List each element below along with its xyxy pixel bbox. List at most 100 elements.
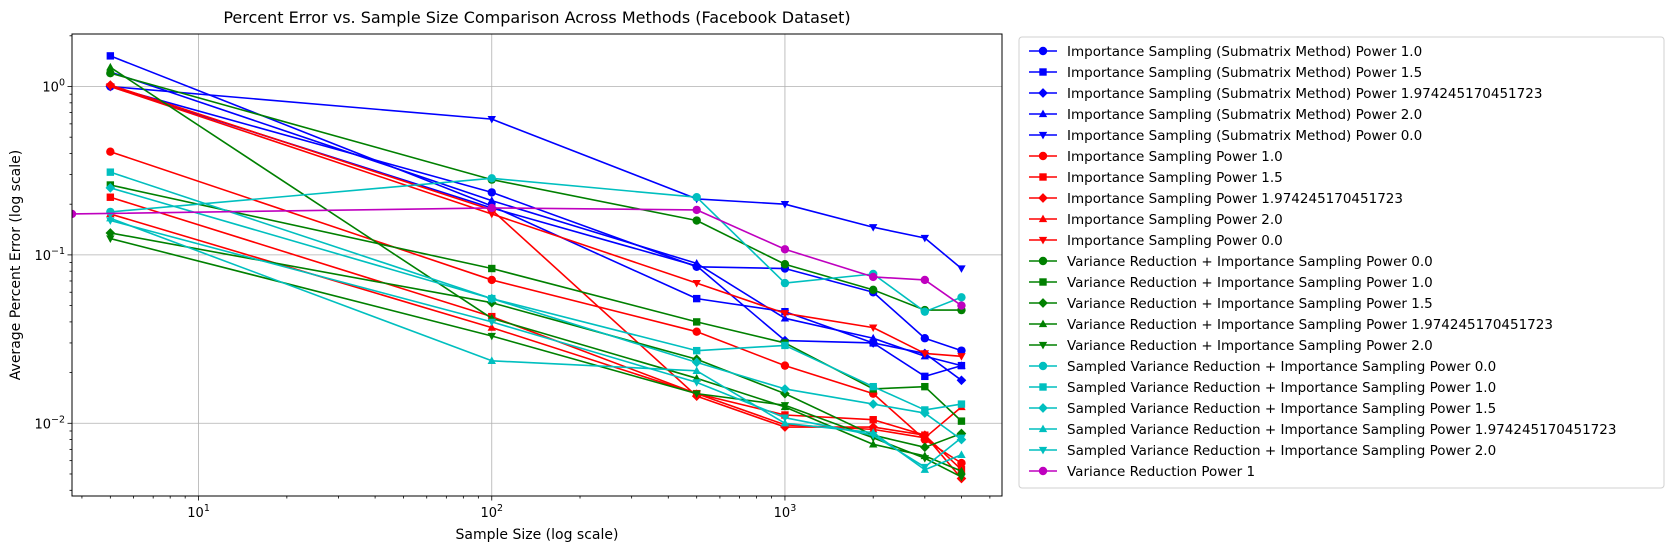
legend-entry: Sampled Variance Reduction + Importance … [1029,401,1496,417]
legend-entry: Importance Sampling Power 2.0 [1029,212,1283,228]
data-point [920,234,930,243]
data-point [487,174,496,183]
data-point [780,260,790,269]
legend-entry: Importance Sampling Power 1.5 [1029,170,1283,186]
legend-marker [1039,173,1047,181]
series-19 [106,213,966,473]
data-point [780,313,790,322]
data-point [106,52,115,60]
legend-marker [1038,403,1048,413]
data-point [106,68,115,78]
legend-label: Importance Sampling Power 1.0 [1067,149,1283,165]
data-point [488,264,496,273]
data-point [920,334,930,343]
legend-label: Importance Sampling (Submatrix Method) P… [1067,128,1422,144]
data-point [487,318,496,327]
axis-ticks: 101 102 103 10−2 10−1 100 [34,35,991,521]
data-point [106,217,115,225]
data-point [692,390,701,399]
data-point [869,382,877,391]
data-point [957,400,966,408]
data-point [486,293,497,304]
data-point [692,379,701,387]
data-point [692,318,701,326]
legend-entry: Importance Sampling (Submatrix Method) P… [1029,65,1422,81]
legend-entry: Sampled Variance Reduction + Importance … [1029,380,1496,396]
data-point [692,193,701,202]
data-point [780,414,790,423]
data-point [106,147,115,156]
legend-marker [1039,278,1047,286]
data-point [920,307,930,316]
series-6 [106,147,966,468]
x-tick-label: 102 [480,503,503,521]
data-point [692,216,701,225]
data-point [868,224,878,232]
data-point [868,324,878,333]
data-point [957,417,966,425]
legend-label: Sampled Variance Reduction + Importance … [1067,401,1496,417]
data-point [957,458,966,468]
data-point [487,332,496,341]
legend-marker [1038,361,1048,371]
legend-label: Variance Reduction + Importance Sampling… [1067,254,1433,270]
data-point [106,235,115,243]
data-point [106,193,115,201]
y-tick-label: 100 [42,77,65,95]
legend-label: Sampled Variance Reduction + Importance … [1067,422,1616,438]
data-point [780,361,790,370]
data-point [868,333,878,342]
data-point [72,209,77,219]
series-20 [106,217,966,472]
data-point [921,382,929,391]
series-line [110,213,962,439]
legend-marker [1039,68,1047,76]
legend-entry: Importance Sampling (Submatrix Method) P… [1029,86,1542,102]
data-point [105,183,116,193]
legend-entry: Importance Sampling Power 0.0 [1029,233,1283,249]
x-tick-label: 101 [187,503,210,521]
data-point [868,285,878,295]
legend-entry: Variance Reduction + Importance Sampling… [1029,275,1433,291]
legend-marker [1038,298,1048,308]
legend-marker [1039,383,1047,391]
data-point [920,275,930,285]
series-18 [105,183,967,445]
legend-marker [1038,466,1048,476]
data-point [780,384,790,394]
legend-entry: Variance Reduction + Importance Sampling… [1029,254,1433,270]
data-point [106,168,115,176]
legend-entry: Importance Sampling Power 1.974245170451… [1029,191,1403,207]
data-point [780,278,790,288]
legend-marker [1038,88,1048,98]
legend-label: Variance Reduction + Importance Sampling… [1067,338,1433,354]
legend: Importance Sampling (Submatrix Method) P… [1018,36,1665,489]
legend-entry: Sampled Variance Reduction + Importance … [1029,359,1496,375]
legend-marker [1038,214,1048,223]
plot-series [72,52,967,484]
data-point [780,201,790,209]
data-point [957,293,966,302]
legend-marker [1038,151,1048,161]
legend-entry: Importance Sampling (Submatrix Method) P… [1029,44,1422,60]
legend-label: Variance Reduction + Importance Sampling… [1067,317,1553,333]
legend-marker [1038,446,1048,455]
legend-label: Variance Reduction + Importance Sampling… [1067,275,1433,291]
data-point [691,357,702,368]
data-point [868,399,879,409]
data-point [487,356,496,364]
legend-label: Importance Sampling (Submatrix Method) P… [1067,107,1422,123]
data-point [780,310,790,318]
data-point [780,245,790,254]
legend-marker [1038,131,1048,140]
y-tick-label: 10−1 [34,246,65,264]
series-1 [106,82,966,355]
data-point [487,188,496,197]
data-point [920,433,930,441]
legend-entry: Importance Sampling (Submatrix Method) P… [1029,128,1422,144]
data-point [920,463,930,472]
data-point [921,372,929,381]
data-point [692,205,701,215]
data-point [106,83,115,91]
y-axis-label: Average Percent Error (log scale) [8,150,24,380]
